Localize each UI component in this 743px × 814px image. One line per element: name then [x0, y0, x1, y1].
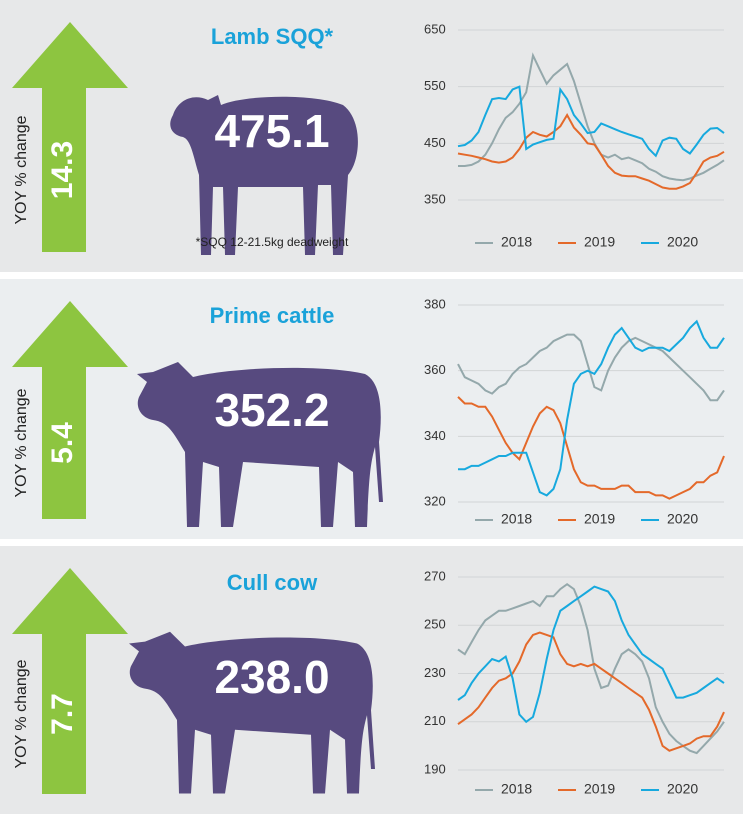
y-tick-label: 210 — [424, 713, 446, 728]
yoy-change: 7.7 — [46, 693, 79, 735]
legend-label: 2019 — [584, 511, 615, 527]
price-value: 238.0 — [214, 651, 329, 703]
footnote: *SQQ 12-21.5kg deadweight — [196, 235, 349, 249]
y-tick-label: 320 — [424, 493, 446, 508]
yoy-label: YOY % change — [13, 115, 30, 224]
y-tick-label: 270 — [424, 568, 446, 583]
y-tick-label: 350 — [424, 191, 446, 206]
legend-label: 2019 — [584, 781, 615, 797]
legend-label: 2020 — [667, 511, 698, 527]
legend-label: 2018 — [501, 234, 532, 250]
chart-title: Cull cow — [227, 570, 318, 595]
y-tick-label: 340 — [424, 428, 446, 443]
yoy-label: YOY % change — [13, 659, 30, 768]
price-value: 475.1 — [214, 105, 329, 157]
y-tick-label: 360 — [424, 362, 446, 377]
legend-label: 2020 — [667, 234, 698, 250]
y-tick-label: 250 — [424, 617, 446, 632]
chart-title: Lamb SQQ* — [211, 24, 334, 49]
y-tick-label: 380 — [424, 296, 446, 311]
legend-label: 2019 — [584, 234, 615, 250]
yoy-change: 14.3 — [46, 141, 79, 199]
price-value: 352.2 — [214, 384, 329, 436]
y-tick-label: 190 — [424, 761, 446, 776]
y-tick-label: 450 — [424, 135, 446, 150]
legend-label: 2018 — [501, 511, 532, 527]
infographic: 14.3 YOY % change Lamb SQQ* 475.1 *SQQ 12-21… — [0, 0, 743, 814]
yoy-label: YOY % change — [13, 388, 30, 497]
y-tick-label: 230 — [424, 665, 446, 680]
legend-label: 2020 — [667, 781, 698, 797]
y-tick-label: 550 — [424, 78, 446, 93]
yoy-change: 5.4 — [46, 422, 79, 464]
legend-label: 2018 — [501, 781, 532, 797]
y-tick-label: 650 — [424, 21, 446, 36]
chart-title: Prime cattle — [210, 303, 335, 328]
